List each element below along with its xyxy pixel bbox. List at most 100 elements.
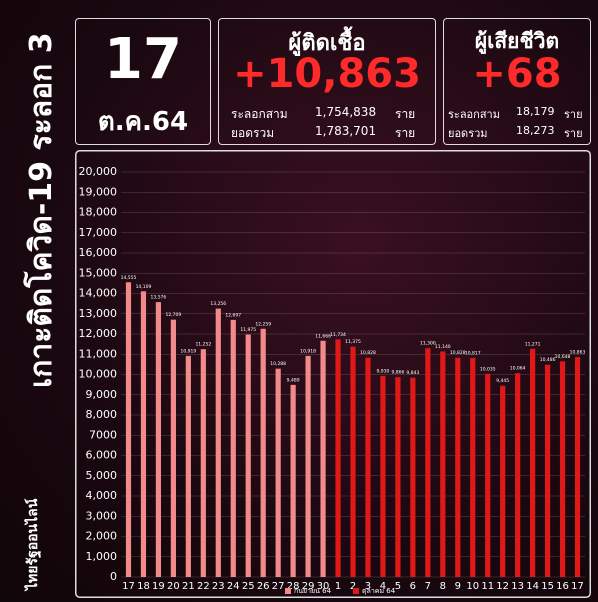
deaths-row-unit: ราย	[564, 127, 583, 140]
legend-label: ตุลาคม 64	[362, 587, 396, 595]
bar	[500, 385, 506, 577]
y-tick-label: 11,000	[79, 347, 118, 360]
bar	[185, 355, 191, 577]
x-tick-label: 17	[122, 581, 135, 592]
y-tick-label: 4,000	[86, 489, 118, 502]
deaths-row-unit: ราย	[564, 108, 583, 121]
x-tick-label: 9	[455, 581, 461, 592]
value-label: 12,259	[255, 321, 271, 327]
x-tick-label: 18	[137, 581, 150, 592]
value-label: 10,035	[480, 366, 496, 372]
bar	[380, 375, 386, 577]
x-tick-label: 27	[272, 581, 285, 592]
value-label: 12,709	[166, 312, 182, 318]
cases-row-unit: ราย	[395, 107, 416, 121]
x-tick-label: 6	[410, 581, 416, 592]
y-tick-label: 3,000	[86, 509, 118, 522]
bar	[559, 361, 566, 577]
x-tick-label: 26	[257, 581, 270, 592]
value-label: 11,300	[420, 341, 436, 347]
x-tick-label: 30	[317, 581, 330, 592]
value-label: 10,828	[450, 350, 466, 356]
y-tick-label: 17,000	[79, 226, 118, 239]
bar	[305, 355, 311, 577]
bar	[530, 348, 536, 577]
deaths-box: ผู้เสียชีวิต +68 ระลอกสาม 18,179 ราย ยอด…	[443, 18, 591, 145]
value-label: 11,252	[195, 342, 211, 348]
y-tick-label: 13,000	[79, 307, 118, 320]
y-tick-label: 15,000	[79, 266, 118, 279]
x-tick-label: 16	[556, 581, 569, 592]
deaths-row-label: ยอดรวม	[448, 127, 488, 140]
x-tick-label: 23	[212, 581, 225, 592]
cases-title: ผู้ติดเชื้อ	[288, 31, 366, 56]
value-label: 10,918	[300, 348, 316, 354]
bar	[485, 373, 491, 577]
bar	[574, 357, 581, 577]
x-tick-label: 8	[440, 581, 446, 592]
bar	[395, 377, 401, 577]
value-label: 9,843	[406, 370, 419, 376]
side-title: เกาะติดโควิด-19 ระลอก 3	[24, 32, 59, 388]
bar	[155, 302, 162, 577]
y-tick-label: 12,000	[79, 327, 118, 340]
x-tick-label: 29	[302, 581, 315, 592]
bar	[410, 377, 416, 577]
y-tick-label: 14,000	[79, 287, 118, 300]
bar	[215, 308, 221, 577]
x-tick-label: 10	[466, 581, 479, 592]
value-label: 11,271	[525, 341, 541, 347]
value-label: 11,666	[315, 333, 331, 339]
bar	[470, 357, 476, 577]
value-label: 11,375	[345, 339, 361, 345]
x-tick-label: 14	[526, 581, 539, 592]
cases-box: ผู้ติดเชื้อ +10,863 ระลอกสาม 1,754,838 ร…	[218, 18, 436, 145]
value-label: 9,489	[287, 377, 300, 383]
deaths-row-value: 18,179	[516, 105, 555, 118]
value-label: 9,930	[376, 368, 389, 374]
x-tick-label: 28	[287, 581, 300, 592]
x-tick-label: 15	[541, 581, 554, 592]
y-tick-label: 20,000	[79, 165, 118, 178]
day: 17	[104, 27, 182, 92]
x-tick-label: 21	[182, 581, 195, 592]
value-label: 14,555	[121, 275, 137, 281]
cases-row-label: ยอดรวม	[231, 126, 275, 140]
bar	[350, 346, 356, 577]
cases-row-label: ระลอกสาม	[231, 107, 288, 121]
x-tick-label: 25	[242, 581, 255, 592]
bar	[320, 340, 326, 577]
legend-swatch	[353, 588, 359, 594]
x-tick-label: 7	[425, 581, 431, 592]
y-tick-label: 16,000	[79, 246, 118, 259]
y-tick-label: 18,000	[79, 206, 118, 219]
y-tick-label: 7000	[89, 428, 117, 441]
value-label: 10,863	[570, 350, 586, 356]
value-label: 10,288	[270, 361, 286, 367]
bar	[245, 334, 251, 577]
legend-swatch	[285, 588, 291, 594]
x-tick-label: 17	[571, 581, 584, 592]
y-tick-label: 1,000	[86, 550, 118, 563]
value-label: 9,445	[496, 378, 509, 384]
deaths-value: +68	[472, 51, 562, 97]
y-tick-label: 0	[110, 570, 117, 583]
value-label: 10,828	[360, 350, 376, 356]
bar	[335, 339, 341, 577]
value-label: 13,576	[151, 295, 167, 301]
cases-row-value: 1,783,701	[315, 124, 377, 138]
value-label: 11,975	[240, 327, 256, 333]
value-label: 10,486	[540, 357, 556, 363]
value-label: 9,866	[391, 370, 404, 376]
cases-value: +10,863	[233, 51, 421, 97]
bar	[275, 368, 281, 577]
y-tick-label: 5,000	[86, 469, 118, 482]
bar	[425, 348, 431, 577]
bar	[544, 364, 551, 577]
value-label: 11,140	[435, 344, 451, 350]
y-tick-label: 10,000	[79, 368, 118, 381]
x-tick-label: 5	[395, 581, 401, 592]
bar	[230, 319, 236, 577]
y-tick-label: 2,000	[86, 530, 118, 543]
x-tick-label: 4	[380, 581, 386, 592]
